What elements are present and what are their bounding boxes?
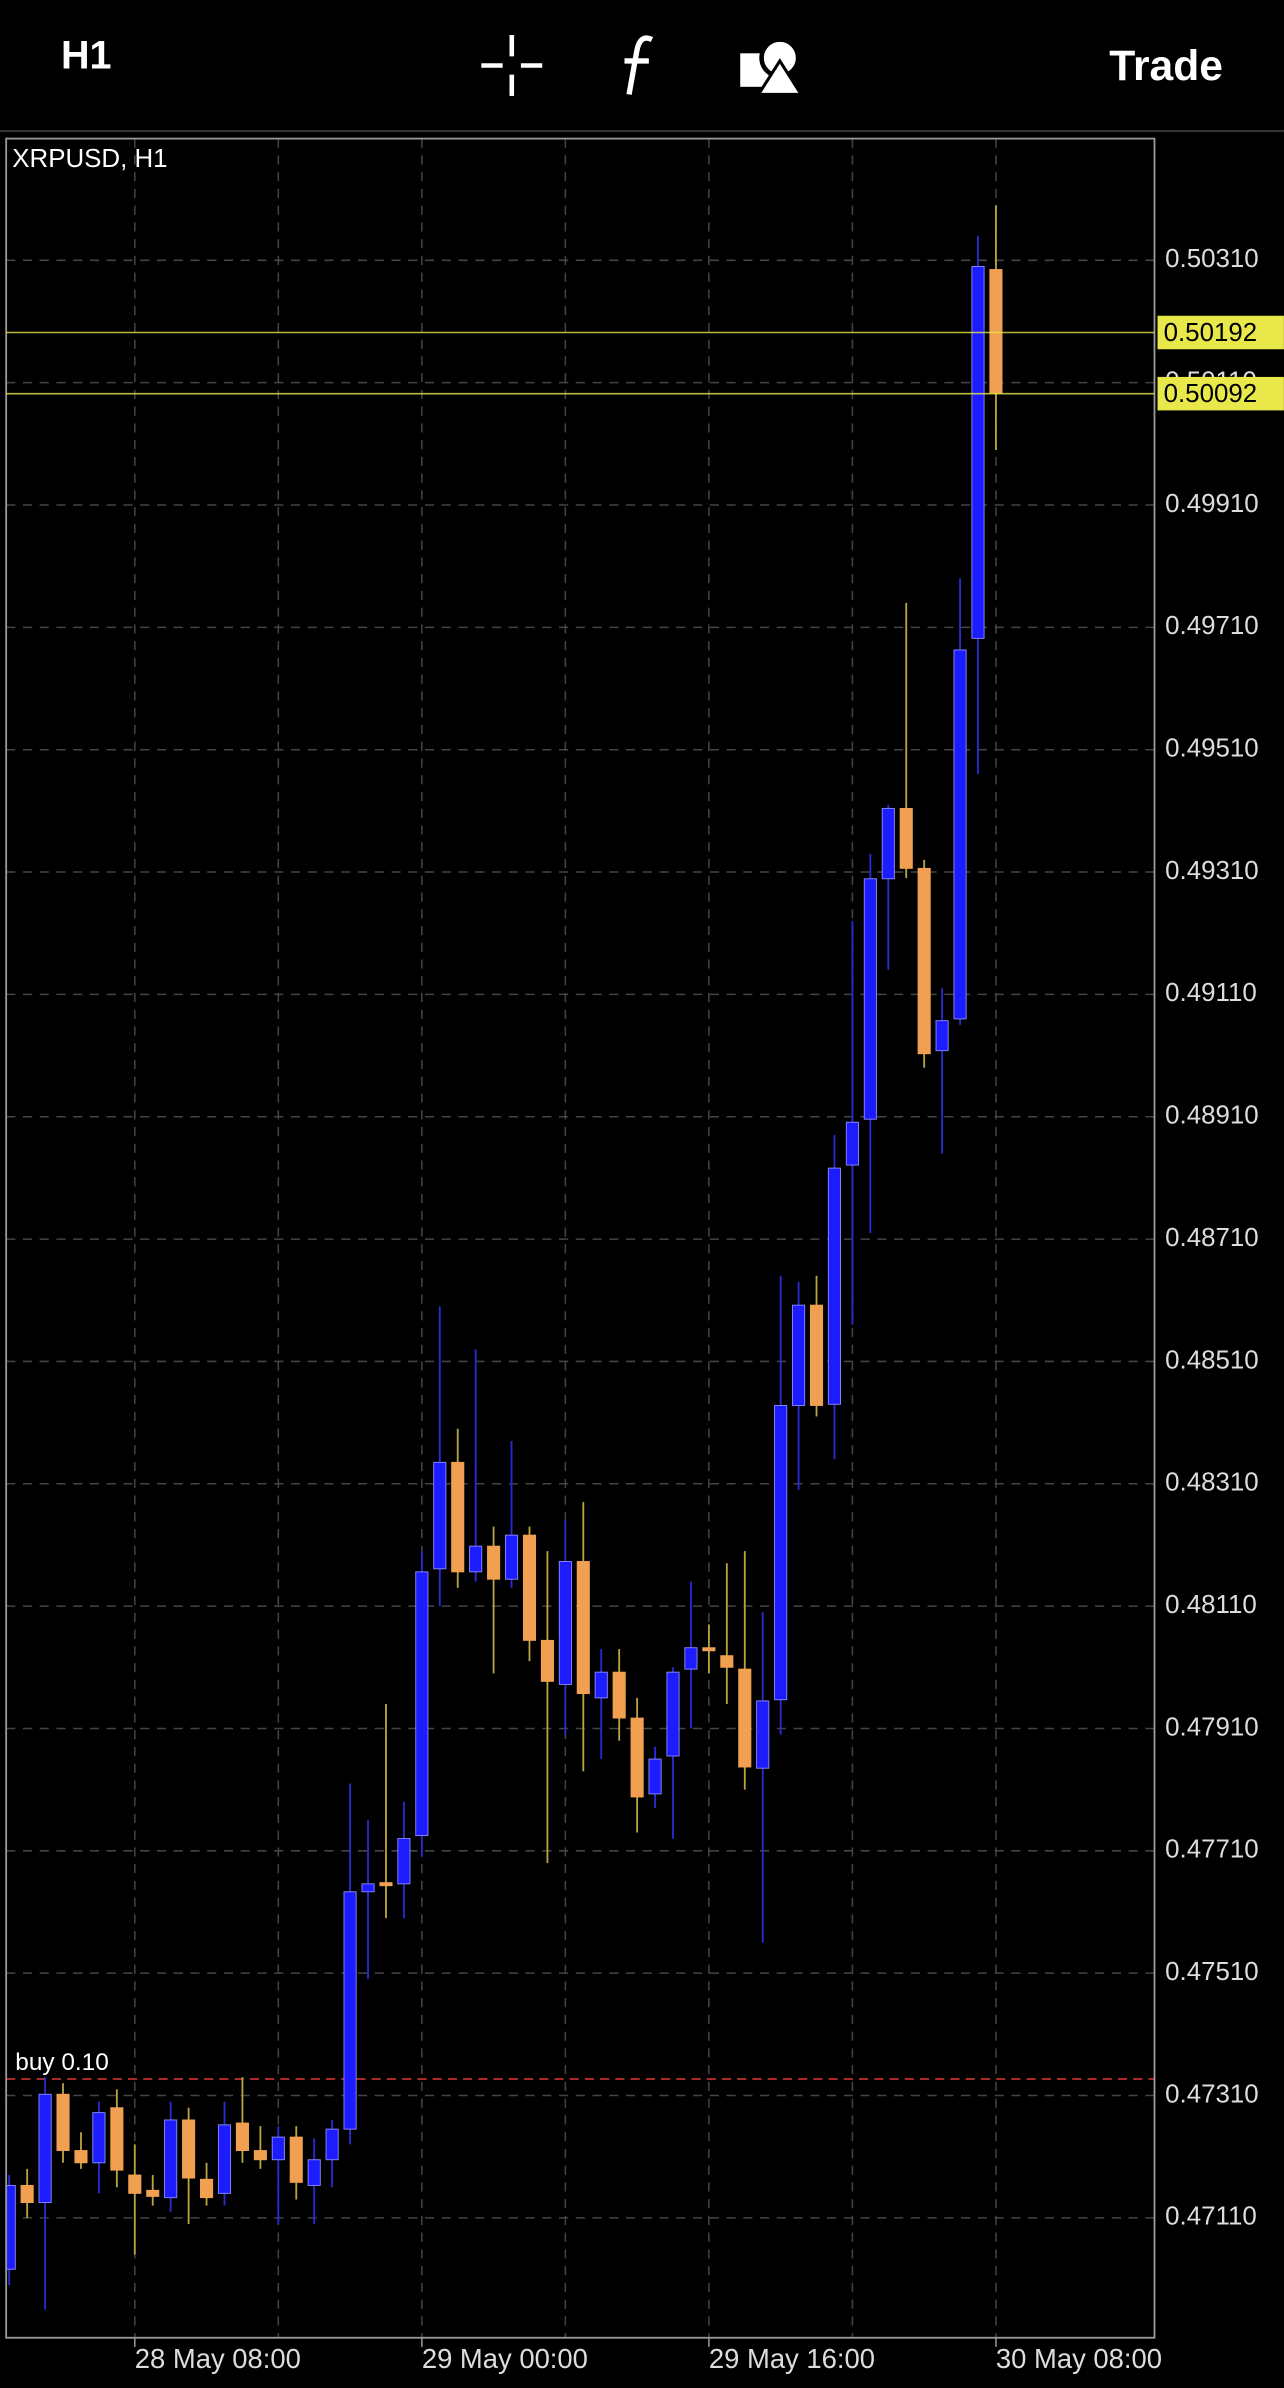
y-tick-label: 0.49710 [1165, 612, 1259, 640]
candle-body [504, 1534, 519, 1580]
candle-body [899, 807, 913, 869]
y-tick-label: 0.50310 [1165, 245, 1259, 273]
candle-body [630, 1717, 644, 1798]
candle-body [845, 1121, 859, 1166]
candle-body [128, 2174, 142, 2194]
x-tick-label: 29 May 00:00 [422, 2343, 588, 2374]
candle-body [325, 2128, 339, 2161]
candle-body [827, 1167, 842, 1405]
candle-body [666, 1671, 680, 1757]
candle-body [92, 2112, 106, 2164]
y-tick-label: 0.49310 [1165, 857, 1259, 885]
candle-body [881, 807, 895, 880]
crosshair-icon[interactable] [481, 35, 543, 96]
candle-body [415, 1571, 429, 1836]
candle-body [792, 1304, 806, 1406]
y-tick-label: 0.48910 [1165, 1102, 1259, 1130]
candle-body [953, 649, 967, 1020]
candle-body [146, 2189, 160, 2197]
candle-body [917, 867, 931, 1055]
plot-area [6, 205, 1155, 2310]
candle-body [20, 2184, 34, 2204]
candle-body [935, 1020, 949, 1052]
candle-body [253, 2150, 267, 2161]
price-label: 0.50192 [1164, 319, 1258, 347]
candle-body [989, 269, 1003, 394]
candle-body [217, 2124, 232, 2194]
candle-body [289, 2136, 303, 2183]
trade-button[interactable]: Trade [1109, 42, 1223, 90]
candle-body [164, 2119, 178, 2199]
candle-body [451, 1461, 465, 1573]
chart-title: XRPUSD, H1 [12, 145, 167, 173]
candle-body [702, 1647, 716, 1652]
y-tick-label: 0.48710 [1165, 1224, 1259, 1252]
candle-body [361, 1883, 375, 1893]
y-tick-label: 0.48310 [1165, 1469, 1259, 1497]
candle-body [343, 1891, 357, 2130]
candle-body [594, 1671, 608, 1699]
candle-body [469, 1545, 483, 1573]
candle-body [397, 1838, 411, 1885]
candle-body [522, 1534, 537, 1641]
candle-body [235, 2122, 249, 2152]
candle-body [809, 1304, 824, 1406]
candle-body [756, 1700, 770, 1769]
price-label-bg [1157, 315, 1284, 350]
candle-body [271, 2136, 285, 2161]
y-tick-label: 0.47910 [1165, 1713, 1259, 1741]
axes: 0.503100.501100.499100.497100.495100.493… [15, 245, 1258, 2374]
candle-body [74, 2150, 88, 2164]
candle-body [971, 265, 985, 639]
x-tick-label: 29 May 16:00 [709, 2343, 875, 2374]
candle-body [540, 1639, 554, 1682]
y-tick-label: 0.49110 [1165, 979, 1257, 1007]
candle-body [774, 1405, 788, 1701]
candle-body [648, 1758, 662, 1795]
y-tick-label: 0.48510 [1165, 1346, 1259, 1374]
y-tick-label: 0.47310 [1165, 2080, 1259, 2108]
candle-body [200, 2178, 214, 2199]
candle-body [487, 1545, 501, 1580]
order-label: buy 0.10 [15, 2049, 108, 2076]
y-tick-label: 0.47510 [1165, 1958, 1259, 1986]
chart-frame [5, 137, 1156, 2339]
price-label-bg [1157, 376, 1284, 411]
x-tick-label: 30 May 08:00 [996, 2343, 1162, 2374]
candle-body [38, 2093, 52, 2204]
candle-body [379, 1882, 393, 1887]
objects-icon[interactable] [740, 37, 804, 96]
candle-body [433, 1461, 447, 1570]
y-tick-label: 0.47110 [1165, 2203, 1257, 2231]
candle-body [110, 2107, 124, 2171]
candle-body [684, 1647, 698, 1670]
candle-body [56, 2093, 70, 2152]
indicators-icon[interactable] [624, 35, 654, 95]
x-tick-label: 28 May 08:00 [135, 2343, 301, 2374]
y-tick-label: 0.47710 [1165, 1836, 1259, 1864]
y-tick-label: 0.48110 [1165, 1591, 1257, 1619]
y-tick-label: 0.49910 [1165, 490, 1259, 518]
candle-body [576, 1561, 590, 1695]
candle-body [6, 2184, 16, 2270]
candle-body [612, 1671, 626, 1719]
candle-body [738, 1668, 752, 1768]
candle-body [558, 1561, 572, 1685]
candle-body [182, 2119, 196, 2179]
timeframe-button[interactable]: H1 [61, 33, 112, 77]
price-label: 0.50092 [1164, 380, 1258, 408]
candle-body [863, 878, 877, 1120]
candle-body [307, 2159, 321, 2186]
y-tick-label: 0.49510 [1165, 735, 1259, 763]
candle-body [720, 1655, 734, 1668]
